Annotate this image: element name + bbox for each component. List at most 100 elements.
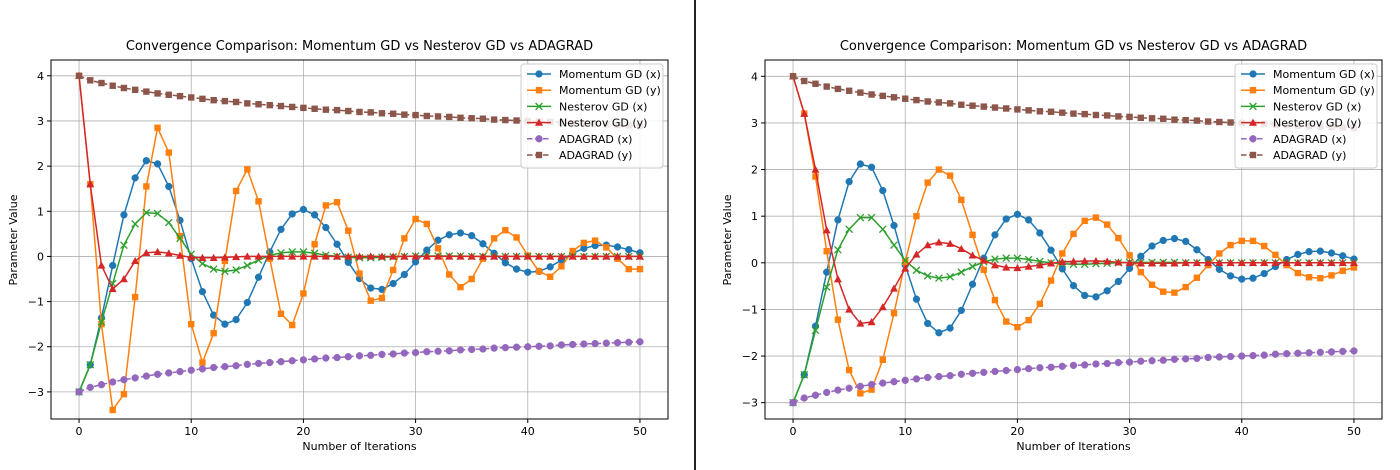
legend-marker-stroke-b	[535, 102, 543, 111]
data-point	[856, 160, 865, 168]
data-point	[1059, 109, 1066, 116]
data-point	[991, 367, 999, 376]
data-point-stroke-b	[878, 225, 887, 234]
data-point	[1339, 347, 1347, 356]
data-point	[131, 293, 139, 301]
data-point	[423, 220, 431, 228]
data-point	[277, 310, 285, 317]
chart-title: Convergence Comparison: Momentum GD vs N…	[126, 39, 593, 54]
data-point	[367, 297, 374, 304]
data-point	[924, 373, 932, 382]
data-point	[845, 178, 853, 186]
data-point	[288, 103, 296, 111]
data-point	[1047, 259, 1056, 267]
data-point	[823, 388, 831, 397]
data-point	[468, 115, 475, 122]
data-point	[834, 85, 842, 93]
data-point	[468, 345, 476, 354]
data-point	[434, 252, 443, 260]
data-point	[1014, 323, 1021, 331]
data-point	[991, 255, 999, 263]
data-point	[924, 319, 932, 328]
data-point	[1328, 272, 1335, 279]
data-point	[232, 98, 240, 106]
data-point	[378, 110, 386, 117]
legend-label: Momentum GD (x)	[559, 68, 661, 81]
data-point	[401, 235, 408, 242]
data-point	[1047, 277, 1055, 284]
data-point	[857, 390, 864, 397]
data-point	[512, 343, 521, 351]
data-point	[355, 352, 364, 360]
data-point	[210, 96, 217, 104]
data-point	[624, 252, 633, 260]
data-point	[1350, 347, 1358, 355]
data-point	[198, 259, 207, 268]
data-point	[299, 248, 308, 256]
data-point	[957, 370, 965, 378]
x-tick-label: 50	[633, 425, 647, 438]
data-point	[1058, 257, 1067, 266]
data-point	[991, 104, 999, 111]
data-point	[232, 362, 240, 370]
data-point	[1137, 268, 1145, 276]
data-point	[1002, 254, 1011, 263]
data-point	[254, 273, 263, 281]
data-point	[209, 253, 218, 261]
data-point	[411, 252, 420, 260]
data-point	[868, 386, 875, 393]
data-point	[456, 252, 465, 260]
data-point	[635, 252, 644, 260]
data-point	[1103, 221, 1111, 228]
data-point	[524, 268, 532, 276]
data-point	[935, 274, 943, 283]
data-point	[232, 316, 240, 324]
data-point	[1114, 258, 1123, 266]
data-point	[75, 388, 83, 396]
data-point	[322, 202, 330, 209]
data-point	[1339, 252, 1347, 260]
data-point	[1294, 250, 1302, 259]
data-point	[902, 258, 909, 266]
data-point	[1170, 355, 1179, 363]
data-point	[524, 343, 532, 351]
data-point	[1125, 258, 1134, 267]
data-point	[1025, 316, 1032, 324]
y-axis-label: Parameter Value	[7, 194, 20, 285]
data-point	[119, 275, 128, 283]
data-point	[558, 263, 565, 270]
data-point	[980, 368, 988, 377]
data-point	[946, 100, 954, 107]
data-point	[345, 227, 352, 234]
data-point	[1171, 289, 1178, 296]
data-point	[1316, 258, 1325, 267]
data-point	[468, 232, 476, 240]
data-point	[243, 261, 252, 270]
series-nesterov-gd-y	[789, 72, 1358, 327]
data-point	[968, 280, 977, 288]
data-point	[968, 251, 977, 259]
data-point	[946, 324, 954, 332]
data-point	[333, 106, 341, 114]
data-point	[1047, 246, 1055, 254]
data-point-stroke-b	[935, 274, 943, 283]
data-point	[1282, 350, 1291, 358]
data-point	[478, 252, 487, 260]
data-point	[913, 96, 920, 104]
data-point	[879, 379, 887, 387]
data-point	[625, 246, 633, 254]
data-point	[1081, 217, 1088, 225]
series-adagrad-x	[789, 347, 1358, 407]
data-point-stroke-b	[946, 272, 954, 281]
data-point	[868, 91, 875, 98]
data-point	[1272, 251, 1279, 259]
data-point	[467, 252, 476, 260]
data-point	[153, 209, 162, 218]
data-point	[446, 271, 453, 278]
data-point	[834, 316, 842, 323]
data-point	[345, 107, 352, 115]
data-point	[131, 86, 139, 94]
data-point	[625, 265, 632, 273]
data-point	[1114, 358, 1123, 367]
data-point	[789, 399, 797, 407]
